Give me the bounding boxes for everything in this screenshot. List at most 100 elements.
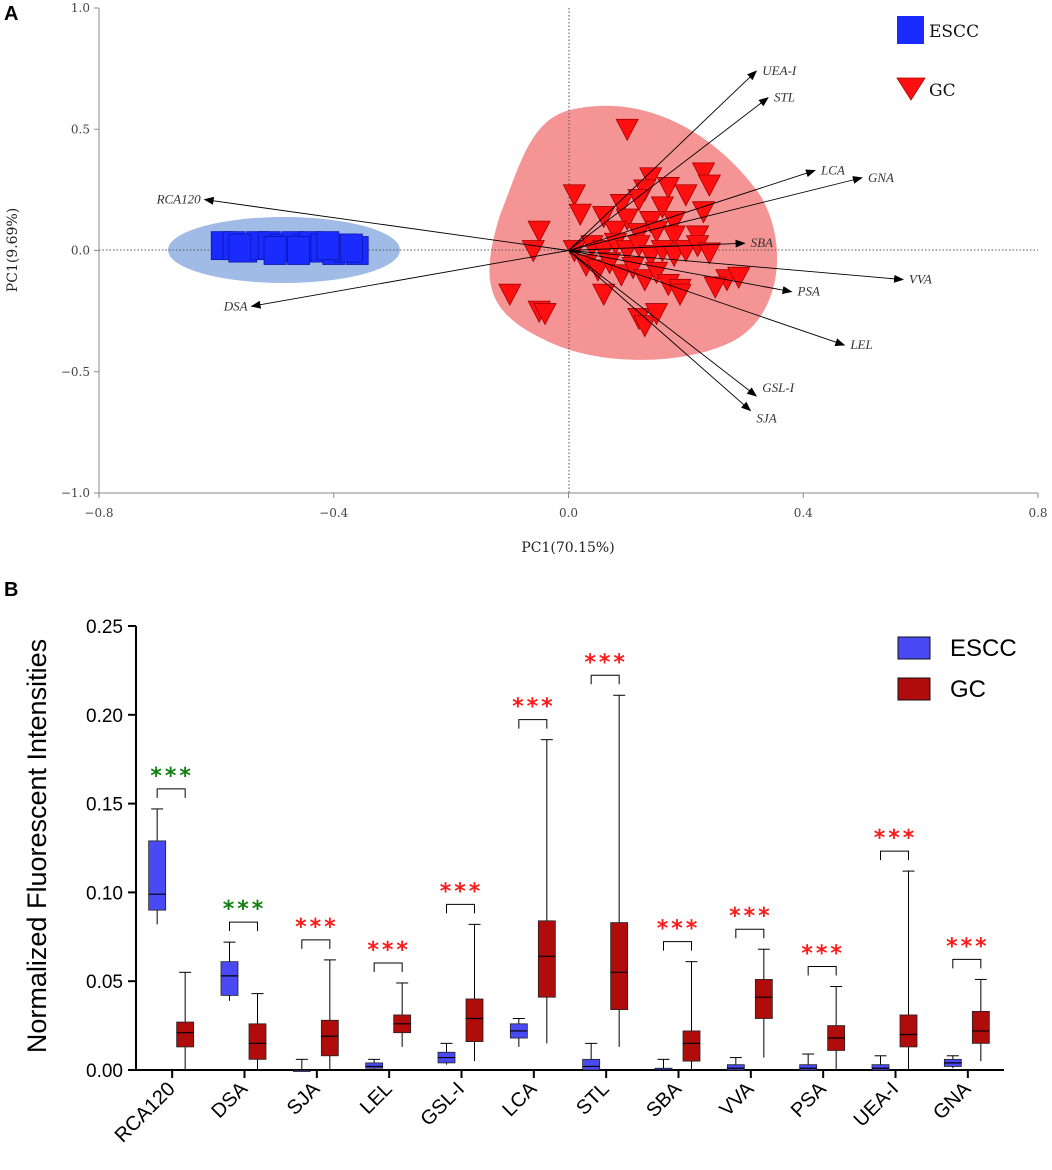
loading-vectors: RCA120 DSA UEA-I STL LCA GNA SBA VVA PSA LEL GSL-I… [156, 63, 932, 425]
gc-box [682, 1030, 701, 1062]
y-tick-label-b: 0.20 [86, 706, 123, 727]
vector-dsa [250, 250, 569, 309]
escc-box [220, 961, 239, 996]
gc-point [633, 315, 657, 338]
gc-point [533, 303, 557, 326]
gc-box [248, 1023, 267, 1060]
y-tick-label-a: 0.5 [71, 122, 90, 136]
vector-label: GNA [868, 170, 894, 185]
significance-bracket [373, 962, 403, 972]
escc-point [316, 231, 340, 261]
gc-box [610, 922, 629, 1011]
category-label: RCA120 [111, 1078, 180, 1147]
gc-point [697, 174, 722, 197]
gc-point [586, 259, 610, 282]
legend-gc-box-icon [897, 677, 931, 701]
gc-box [465, 998, 484, 1042]
vector-sja [568, 250, 752, 412]
vector-label: STL [774, 90, 795, 105]
gc-point [521, 240, 545, 263]
escc-box [871, 1064, 890, 1071]
gc-point [592, 283, 616, 307]
gc-point [703, 276, 727, 299]
legend-escc-box-icon [897, 636, 931, 660]
gc-point [662, 211, 686, 234]
boxes: *** *** *** *** *** *** *** *** *** *** *** *** [148, 650, 990, 1072]
category-label: PSA [787, 1078, 831, 1122]
category-label: GSL-I [417, 1078, 470, 1131]
significance-bracket [301, 939, 331, 949]
significance-bracket [663, 941, 692, 951]
box-plot: 0.250.200.150.100.050.00 ***************… [22, 617, 1017, 1147]
gc-point [603, 220, 628, 243]
legend-b-escc-label: ESCC [950, 635, 1017, 662]
significance-stars: *** [367, 938, 411, 963]
significance-bracket [590, 674, 620, 685]
legend-b: ESCC GC [897, 635, 1017, 703]
gc-point [727, 266, 751, 290]
vector-label: LCA [820, 162, 845, 177]
gc-point [639, 167, 663, 190]
y-tick-label-b: 0.25 [86, 617, 123, 638]
category-labels: RCA120 DSA SJA LEL GSL-I LCA STL SBA VVA PSA UEA-I… [111, 1070, 976, 1147]
gc-point [662, 225, 686, 248]
category-label: LEL [356, 1078, 397, 1119]
escc-box [799, 1064, 818, 1071]
significance-bracket [229, 921, 258, 932]
x-tick-label-a: 0.0 [559, 506, 578, 520]
significance-stars: *** [150, 764, 194, 789]
gc-point [498, 283, 522, 307]
gc-point [691, 162, 716, 185]
significance-bracket [156, 788, 186, 798]
escc-box [148, 840, 167, 911]
legend-b-gc-label: GC [950, 676, 986, 703]
panel-label-b: B [4, 579, 18, 601]
x-tick-label-a: −0.8 [84, 506, 113, 520]
vector-label: VVA [909, 272, 932, 287]
vector-psa [568, 250, 793, 295]
gc-box [176, 1021, 195, 1048]
escc-point [228, 233, 252, 263]
panel-label-a: A [4, 3, 18, 25]
significance-bracket [735, 928, 765, 939]
gc-point [609, 264, 633, 287]
category-label: LCA [498, 1078, 542, 1122]
gc-point [615, 240, 639, 263]
y-tick-label-a: −1.0 [61, 486, 90, 500]
gc-point [650, 196, 675, 219]
significance-bracket [952, 958, 982, 969]
gc-box [899, 1014, 918, 1048]
x-tick-label-a: −0.4 [319, 506, 349, 520]
significance-stars: *** [874, 826, 918, 851]
category-label: GNA [929, 1078, 976, 1125]
vector-stl [568, 97, 769, 251]
gc-point [697, 242, 722, 265]
y-axis-title-b: Normalized Fluorescent Intensities [22, 639, 52, 1053]
gc-box [537, 920, 556, 998]
significance-stars: *** [512, 695, 556, 720]
gc-point [527, 220, 551, 243]
x-tick-label-a: 0.4 [794, 506, 813, 520]
vector-label: LEL [849, 337, 872, 352]
vector-label: GSL-I [762, 380, 794, 395]
y-tick-label-b: 0.10 [86, 883, 123, 904]
significance-stars: *** [729, 904, 773, 929]
category-label: SBA [642, 1078, 686, 1122]
significance-bracket [518, 719, 548, 729]
vector-gna [568, 176, 863, 251]
y-axis-title-a: PC1(9.69%) [5, 208, 21, 292]
escc-box [726, 1064, 745, 1071]
significance-stars: *** [295, 915, 339, 940]
significance-stars: *** [946, 934, 990, 959]
category-label: VVA [716, 1078, 759, 1121]
y-tick-label-b: 0.05 [86, 972, 123, 993]
vector-uea-i [568, 70, 758, 251]
legend-a-escc-label: ESCC [929, 22, 979, 42]
x-axis-title-a: PC1(70.15%) [521, 540, 614, 556]
gc-point [621, 257, 645, 280]
gc-point [615, 208, 639, 231]
legend-gc-triangle-icon [896, 77, 926, 101]
y-tick-label-a: 0.0 [71, 244, 90, 258]
gc-point [639, 244, 663, 268]
significance-stars: *** [801, 942, 845, 967]
